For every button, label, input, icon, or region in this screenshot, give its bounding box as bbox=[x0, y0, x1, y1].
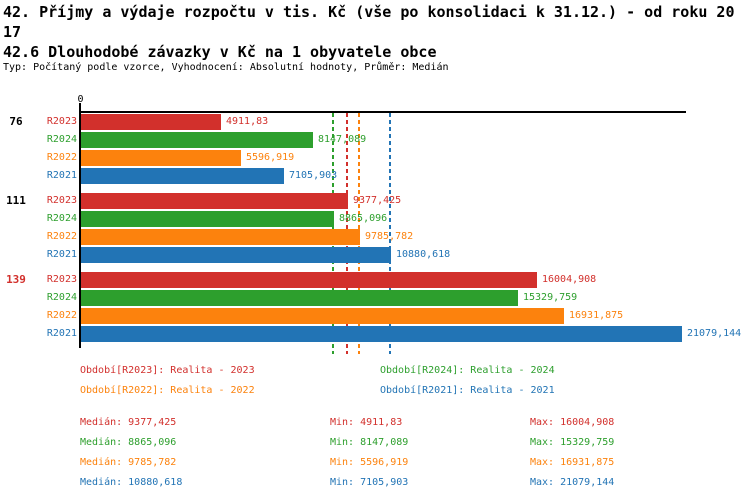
chart-subtitle: 42.6 Dlouhodobé závazky v Kč na 1 obyvat… bbox=[3, 43, 437, 61]
bar-value-label: 8865,096 bbox=[339, 213, 388, 224]
stats-row-r2024: Medián: 8865,096 Min: 8147,089 Max: 1532… bbox=[0, 437, 750, 449]
stat-max: Max: 15329,759 bbox=[530, 437, 615, 448]
bar bbox=[81, 168, 284, 184]
bar-series-label: R2023 bbox=[46, 274, 77, 285]
bar-series-label: R2024 bbox=[46, 292, 77, 303]
legend-item-r2021: Období[R2021]: Realita - 2021 bbox=[380, 385, 555, 396]
bar bbox=[81, 193, 348, 209]
legend-item-r2022: Období[R2022]: Realita - 2022 bbox=[80, 385, 255, 396]
legend-item-r2023: Období[R2023]: Realita - 2023 bbox=[80, 365, 255, 376]
legend-item-r2024: Období[R2024]: Realita - 2024 bbox=[380, 365, 555, 376]
axis-origin-label: 0 bbox=[77, 94, 84, 105]
bar bbox=[81, 308, 564, 324]
bar bbox=[81, 247, 391, 263]
bar-series-label: R2021 bbox=[46, 170, 77, 181]
stat-max: Max: 16004,908 bbox=[530, 417, 615, 428]
bar bbox=[81, 326, 682, 342]
stat-median: Medián: 9785,782 bbox=[80, 457, 177, 468]
x-axis-line bbox=[79, 111, 686, 113]
bar-series-label: R2023 bbox=[46, 116, 77, 127]
bar-value-label: 10880,618 bbox=[396, 249, 451, 260]
stat-median: Medián: 9377,425 bbox=[80, 417, 177, 428]
bar-series-label: R2024 bbox=[46, 213, 77, 224]
y-axis-line bbox=[79, 111, 81, 348]
group-label: 111 bbox=[6, 194, 26, 207]
bar bbox=[81, 132, 313, 148]
stat-median: Medián: 10880,618 bbox=[80, 477, 183, 488]
stat-min: Min: 8147,089 bbox=[330, 437, 409, 448]
group-label: 139 bbox=[6, 273, 26, 286]
bar bbox=[81, 229, 360, 245]
stat-median: Medián: 8865,096 bbox=[80, 437, 177, 448]
bar-value-label: 7105,903 bbox=[289, 170, 338, 181]
stat-min: Min: 5596,919 bbox=[330, 457, 409, 468]
bar bbox=[81, 290, 518, 306]
bar-value-label: 16931,875 bbox=[569, 310, 624, 321]
stats-row-r2022: Medián: 9785,782 Min: 5596,919 Max: 1693… bbox=[0, 457, 750, 469]
bar bbox=[81, 150, 241, 166]
bar bbox=[81, 114, 221, 130]
axis-origin-tick bbox=[79, 103, 81, 111]
bar-value-label: 5596,919 bbox=[246, 152, 295, 163]
bar-series-label: R2024 bbox=[46, 134, 77, 145]
stat-max: Max: 16931,875 bbox=[530, 457, 615, 468]
page-title-line1: 42. Příjmy a výdaje rozpočtu v tis. Kč (… bbox=[3, 3, 735, 21]
bar-value-label: 16004,908 bbox=[542, 274, 597, 285]
bar-series-label: R2021 bbox=[46, 328, 77, 339]
bar bbox=[81, 211, 334, 227]
bar-value-label: 9785,782 bbox=[365, 231, 414, 242]
bar-series-label: R2022 bbox=[46, 231, 77, 242]
bar-value-label: 15329,759 bbox=[523, 292, 578, 303]
median-line bbox=[389, 113, 391, 354]
bar-series-label: R2021 bbox=[46, 249, 77, 260]
page-title-line2: 17 bbox=[3, 23, 22, 41]
stat-max: Max: 21079,144 bbox=[530, 477, 615, 488]
stats-row-r2021: Medián: 10880,618 Min: 7105,903 Max: 210… bbox=[0, 477, 750, 489]
chart-meta-info: Typ: Počítaný podle vzorce, Vyhodnocení:… bbox=[3, 62, 449, 73]
stat-min: Min: 4911,83 bbox=[330, 417, 403, 428]
bar-series-label: R2023 bbox=[46, 195, 77, 206]
bar-value-label: 9377,425 bbox=[353, 195, 402, 206]
bar-value-label: 4911,83 bbox=[226, 116, 269, 127]
bar bbox=[81, 272, 537, 288]
bar-value-label: 21079,144 bbox=[687, 328, 742, 339]
stat-min: Min: 7105,903 bbox=[330, 477, 409, 488]
bar-series-label: R2022 bbox=[46, 152, 77, 163]
stats-row-r2023: Medián: 9377,425 Min: 4911,83 Max: 16004… bbox=[0, 417, 750, 429]
group-label: 76 bbox=[9, 115, 23, 128]
bar-series-label: R2022 bbox=[46, 310, 77, 321]
bar-value-label: 8147,089 bbox=[318, 134, 367, 145]
